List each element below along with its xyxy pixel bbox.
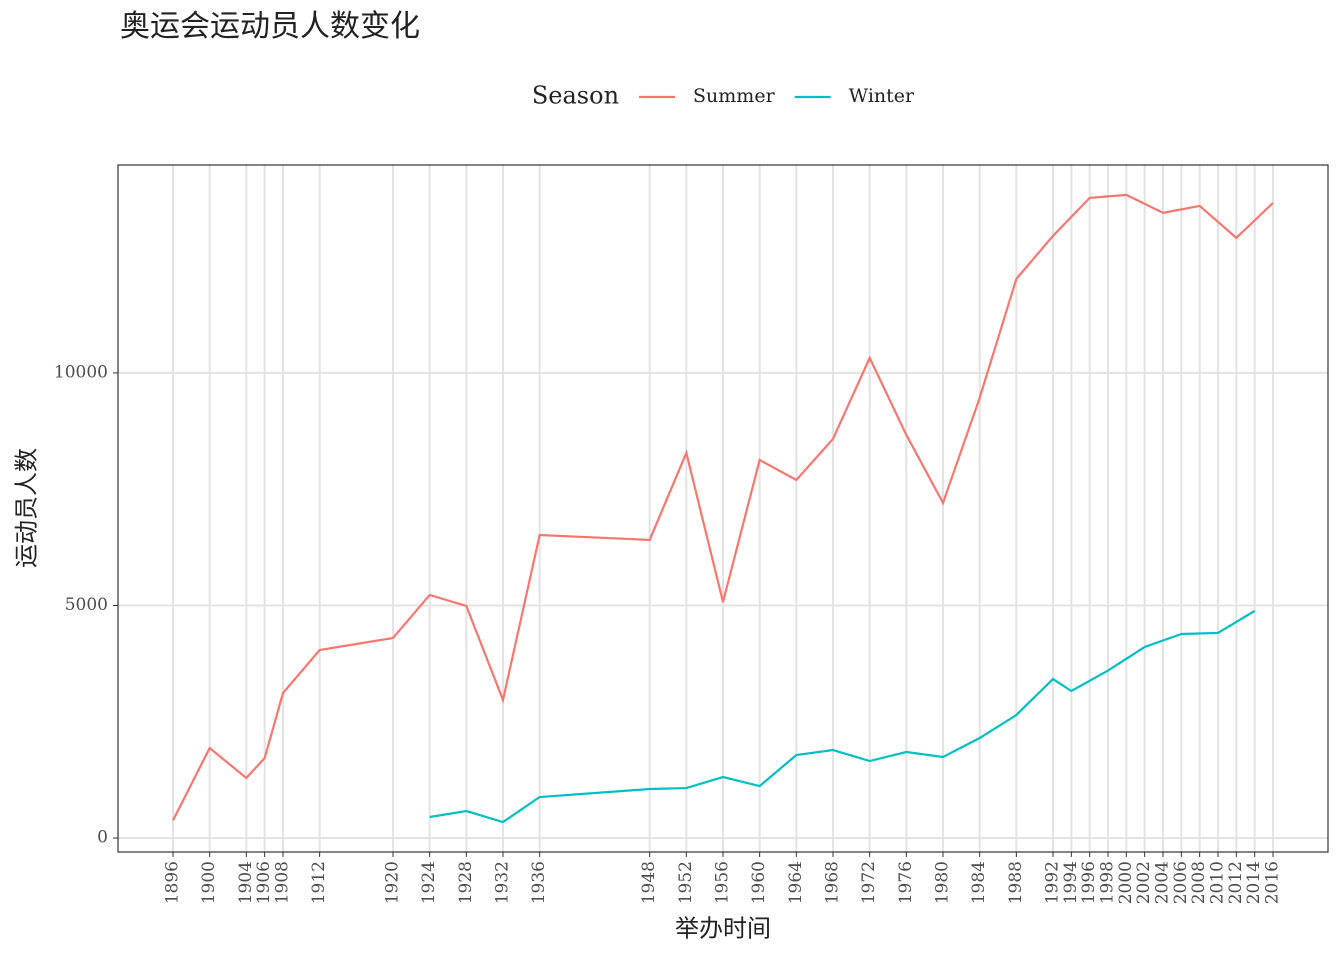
x-tick-label: 1932 xyxy=(493,861,513,904)
x-tick-label: 1936 xyxy=(529,861,549,904)
x-tick-label: 2000 xyxy=(1116,861,1136,904)
x-tick-label: 2006 xyxy=(1171,861,1191,904)
legend-title: Season xyxy=(532,82,619,110)
x-tick-label: 1908 xyxy=(273,861,293,904)
x-tick-label: 1996 xyxy=(1079,861,1099,904)
x-tick-label: 1960 xyxy=(749,861,769,904)
x-tick-label: 1980 xyxy=(933,861,953,904)
line xyxy=(429,610,1256,824)
x-tick-label: 1920 xyxy=(383,861,403,904)
y-tick-label: 0 xyxy=(97,828,108,848)
x-tick-label: 1948 xyxy=(639,861,659,904)
x-tick-label: 1896 xyxy=(163,861,183,904)
x-tick-label: 2002 xyxy=(1134,861,1154,904)
x-tick-label: 2008 xyxy=(1189,861,1209,904)
legend: Season Summer Winter xyxy=(532,82,915,110)
legend-label: Winter xyxy=(849,85,915,107)
x-tick-label: 1912 xyxy=(309,861,329,904)
x-tick-label: 1900 xyxy=(199,861,219,904)
plot-border xyxy=(117,164,1329,853)
chart-title: 奥运会运动员人数变化 xyxy=(120,9,420,44)
x-tick-label: 1988 xyxy=(1006,861,1026,904)
x-tick-label: 2014 xyxy=(1244,861,1264,904)
x-tick-label: 1984 xyxy=(969,861,989,904)
x-tick-label: 1904 xyxy=(236,861,256,904)
x-tick-label: 1998 xyxy=(1098,861,1118,904)
y-tick-label: 5000 xyxy=(65,595,108,615)
x-tick-label: 1972 xyxy=(859,861,879,904)
x-tick-label: 1924 xyxy=(419,861,439,904)
line xyxy=(172,193,1274,821)
x-tick-label: 1976 xyxy=(896,861,916,904)
legend-label: Summer xyxy=(693,85,776,107)
x-tick-label: 2012 xyxy=(1226,861,1246,904)
y-axis-label: 运动员人数 xyxy=(13,448,41,568)
x-tick-label: 1992 xyxy=(1043,861,1063,904)
x-tick-label: 1906 xyxy=(254,861,274,904)
x-axis-label: 举办时间 xyxy=(675,915,771,943)
x-tick-label: 2016 xyxy=(1263,861,1283,904)
x-tick-label: 2010 xyxy=(1208,861,1228,904)
x-tick-label: 1964 xyxy=(786,861,806,904)
x-tick-label: 1968 xyxy=(823,861,843,904)
y-tick-label: 10000 xyxy=(54,362,108,382)
x-tick-label: 1952 xyxy=(676,861,696,904)
x-tick-label: 2004 xyxy=(1153,861,1173,904)
x-tick-label: 1928 xyxy=(456,861,476,904)
x-tick-label: 1956 xyxy=(713,861,733,904)
x-tick-label: 1994 xyxy=(1061,861,1081,904)
